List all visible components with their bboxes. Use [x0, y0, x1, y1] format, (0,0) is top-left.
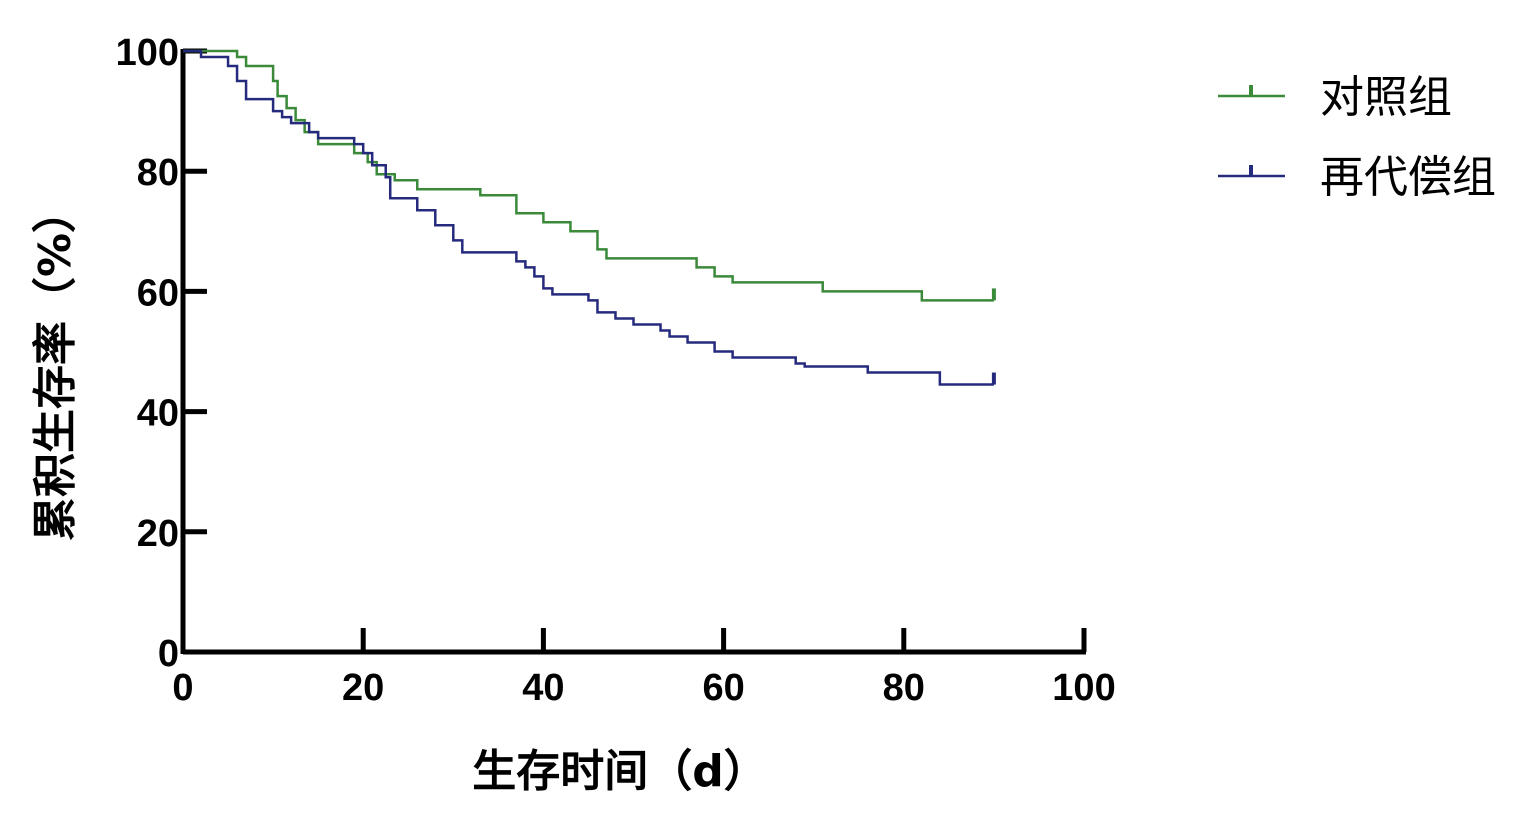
x-tick-label: 60 — [702, 667, 744, 709]
y-tick-label: 100 — [116, 32, 179, 74]
legend-item-2: 再代偿组 — [1218, 152, 1496, 203]
y-axis-title: 累积生存率（%） — [30, 189, 81, 541]
x-tick-label: 80 — [883, 667, 925, 709]
x-tick-label: 0 — [172, 667, 193, 709]
y-tick-label: 80 — [137, 152, 179, 194]
y-tick-label: 60 — [137, 272, 179, 314]
x-tick-label: 20 — [342, 667, 384, 709]
series-line-1 — [183, 49, 994, 302]
x-axis-title: 生存时间（d） — [472, 746, 768, 797]
y-tick-label: 40 — [137, 393, 179, 435]
series-layer — [183, 49, 996, 386]
series-line-2 — [183, 49, 994, 386]
legend-label: 对照组 — [1320, 72, 1452, 123]
x-tick-label: 100 — [1052, 667, 1115, 709]
legend-label: 再代偿组 — [1320, 152, 1496, 203]
y-tick-label: 0 — [158, 633, 179, 675]
x-tick-label: 40 — [522, 667, 564, 709]
legend-item-1: 对照组 — [1218, 72, 1452, 123]
axes: 0 20 40 60 80 100 0 20 40 60 80 100 — [116, 32, 1116, 709]
y-tick-label: 20 — [137, 513, 179, 555]
